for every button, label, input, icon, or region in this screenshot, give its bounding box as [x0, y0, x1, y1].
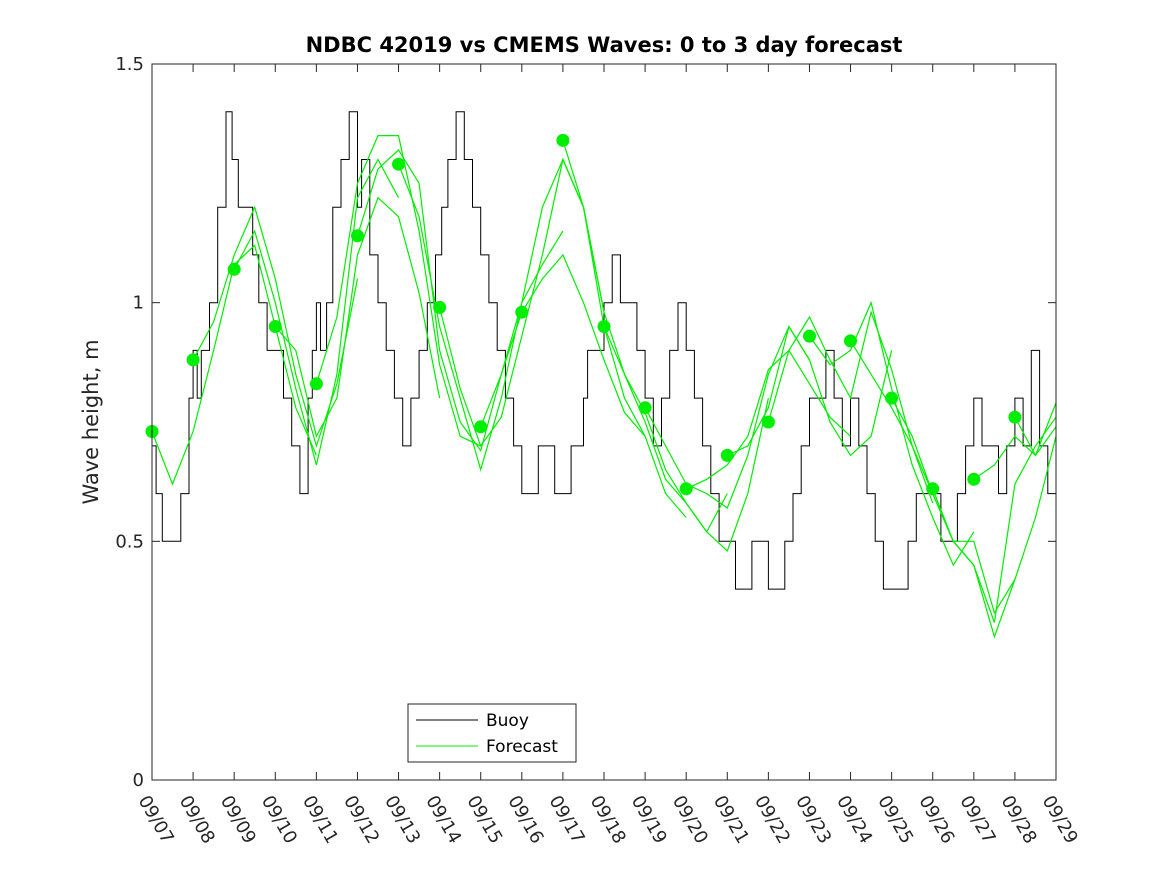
forecast-run-line-3 [233, 158, 400, 466]
x-tick-label: 09/11 [298, 792, 342, 847]
forecast-run-line-21 [973, 402, 1057, 480]
forecast-run-line-10 [521, 253, 687, 518]
forecast-marker [679, 482, 693, 496]
forecast-run-line-9 [480, 157, 646, 437]
x-tick-label: 09/09 [216, 792, 260, 847]
legend-forecast-label: Forecast [486, 737, 558, 757]
forecast-run-line-15 [727, 324, 893, 457]
x-tick-label: 09/15 [462, 792, 506, 847]
forecast-marker [392, 157, 405, 171]
x-tick-label: 09/14 [421, 792, 465, 847]
forecast-run-line-5 [315, 135, 481, 447]
x-tick-label: 09/21 [709, 792, 753, 847]
x-tick-label: 09/20 [668, 792, 712, 847]
x-tick-label: 09/07 [134, 792, 178, 847]
forecast-marker [597, 320, 611, 333]
x-tick-label: 09/26 [914, 792, 958, 847]
x-tick-label: 09/16 [503, 792, 547, 847]
x-tick-label: 09/13 [380, 792, 424, 847]
forecast-marker [474, 420, 488, 434]
forecast-run-line-6 [356, 148, 523, 452]
forecast-marker [186, 353, 200, 367]
forecast-marker [638, 401, 652, 415]
forecast-marker [1008, 410, 1022, 424]
forecast-marker [351, 229, 364, 243]
x-tick-label: 09/18 [586, 792, 630, 847]
y-tick-label: 1.5 [115, 54, 144, 75]
forecast-marker [967, 472, 981, 486]
x-tick-label: 09/22 [750, 792, 794, 847]
legend-box [407, 703, 577, 763]
forecast-markers [145, 133, 1022, 496]
x-tick-label: 09/25 [873, 792, 917, 847]
forecast-marker [720, 448, 734, 462]
chart-title: NDBC 42019 vs CMEMS Waves: 0 to 3 day fo… [306, 33, 903, 57]
forecast-marker [556, 133, 570, 147]
forecast-run-line-7 [397, 163, 564, 472]
forecast-marker [268, 320, 282, 333]
forecast-marker [433, 300, 447, 314]
forecast-run-line-12 [603, 326, 769, 552]
y-tick-label: 0 [133, 770, 144, 791]
forecast-marker [926, 482, 940, 496]
forecast-run-line-14 [685, 349, 851, 490]
x-tick-label: 09/27 [955, 792, 999, 847]
forecast-marker [227, 262, 241, 276]
forecast-run-line-16 [767, 310, 934, 504]
forecast-run-line-20 [932, 416, 1057, 623]
x-tick-label: 09/10 [257, 792, 301, 847]
legend: Buoy Forecast [407, 703, 577, 763]
forecast-marker [885, 391, 899, 405]
forecast-marker [803, 329, 816, 343]
y-tick-label: 0.5 [115, 531, 144, 552]
forecast-marker [844, 334, 857, 348]
series-layer [151, 111, 1057, 639]
forecast-run-line-4 [274, 196, 441, 438]
legend-buoy-label: Buoy [486, 711, 529, 731]
forecast-marker [761, 415, 775, 429]
plot-background [152, 64, 1056, 780]
forecast-marker [515, 305, 529, 319]
y-axis-label: Wave height, m [79, 339, 103, 504]
x-tick-label: 09/08 [175, 792, 219, 847]
x-tick-label: 09/29 [1038, 792, 1082, 847]
x-tick-label: 09/12 [339, 792, 383, 847]
forecast-run-line-13 [644, 325, 811, 509]
forecast-run-line-22 [1014, 416, 1057, 457]
x-tick-label: 09/24 [832, 792, 876, 847]
y-tick-label: 1 [133, 293, 144, 314]
forecast-run-line-17 [809, 300, 975, 567]
x-tick-label: 09/19 [627, 792, 671, 847]
x-tick-label: 09/28 [997, 792, 1041, 847]
x-tick-label: 09/17 [545, 792, 589, 847]
buoy-series-line [152, 111, 1056, 590]
forecast-marker [309, 377, 323, 391]
x-tick-label: 09/23 [791, 792, 835, 847]
